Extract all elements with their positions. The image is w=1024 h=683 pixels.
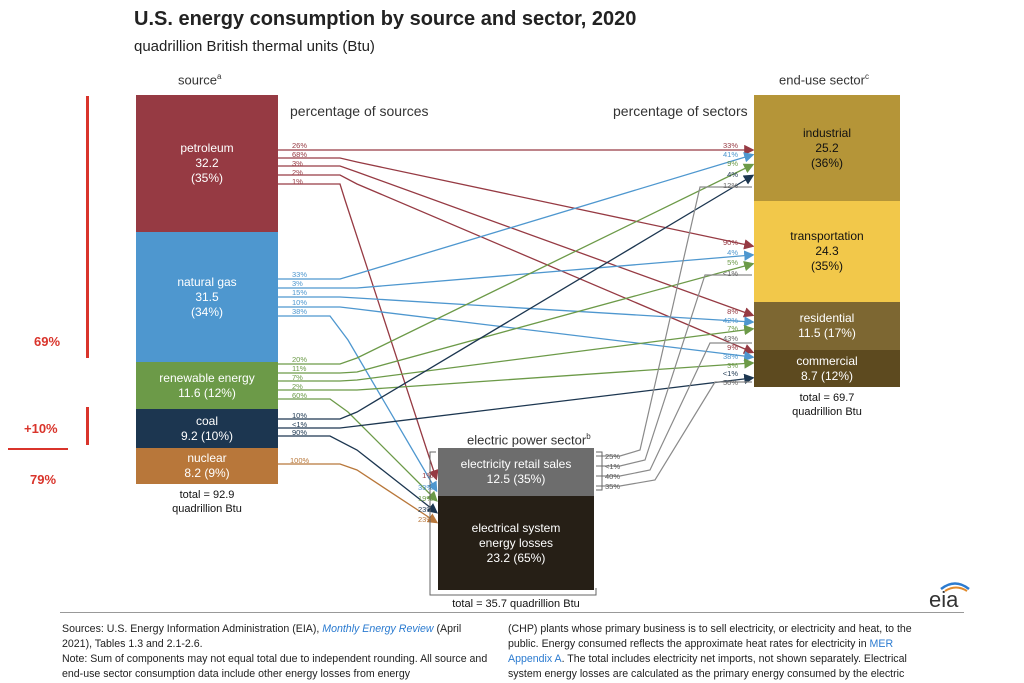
power-in-labels: 1% 33% 19% 23% 23% [418, 471, 433, 524]
sector-transportation: transportation 24.3 (35%) [754, 201, 900, 302]
flow-label: 33% [418, 483, 433, 492]
flow-label: <1% [292, 420, 308, 429]
power-retail-sales: electricity retail sales 12.5 (35%) [438, 448, 594, 496]
source-out-labels: 26% 68% 3% 2% 1% 33% 3% 15% 10% 38% 20% … [290, 141, 310, 465]
pct-sources-header: percentage of sources [290, 103, 429, 119]
retail-flows [596, 186, 752, 487]
flow-label: 90% [723, 238, 738, 247]
flow-label: 7% [727, 324, 738, 333]
flow-label: 38% [723, 352, 738, 361]
flow-label: <1% [723, 269, 739, 278]
sector-total: total = 69.7 quadrillion Btu [792, 392, 862, 418]
flow-label: 7% [292, 373, 303, 382]
flow-label: 41% [723, 150, 738, 159]
mer-link[interactable]: Monthly Energy Review [322, 623, 434, 635]
flow-label: <1% [605, 462, 621, 471]
flow-label: 23% [418, 505, 433, 514]
sector-industrial: industrial 25.2 (36%) [754, 95, 900, 201]
coal-flows [278, 174, 755, 514]
natural-gas-flows [278, 152, 755, 493]
mer-appendix-link[interactable]: MER Appendix A [508, 638, 894, 665]
retail-out-labels: 25% <1% 40% 35% [605, 452, 621, 491]
flow-label: 60% [292, 391, 307, 400]
flow-label: 8% [727, 307, 738, 316]
sector-residential: residential 11.5 (17%) [754, 302, 900, 350]
flow-label: 12% [723, 181, 738, 190]
flow-label: <1% [723, 369, 739, 378]
annotation-underline [8, 448, 68, 450]
annotation-bracket-69 [86, 96, 89, 358]
power-sector-header: electric power sectorb [467, 432, 591, 448]
flow-label: 33% [292, 270, 307, 279]
sector-in-labels: 33% 41% 9% 4% 12% 90% 4% 5% <1% 8% 42% 7… [723, 141, 739, 387]
flow-label: 90% [292, 428, 307, 437]
nuclear-flows [278, 463, 439, 524]
flow-label: 15% [292, 288, 307, 297]
flow-label: 4% [727, 248, 738, 257]
flow-label: 3% [292, 159, 303, 168]
flow-label: 68% [292, 150, 307, 159]
flow-label: 35% [605, 482, 620, 491]
flow-label: 11% [292, 364, 307, 373]
annotation-69: 69% [34, 334, 61, 349]
sector-commercial: commercial 8.7 (12%) [754, 350, 900, 387]
power-total: total = 35.7 quadrillion Btu [452, 598, 580, 610]
page-subtitle: quadrillion British thermal units (Btu) [134, 38, 375, 55]
footer-col-1: Sources: U.S. Energy Information Adminis… [62, 623, 488, 680]
petroleum-flows [278, 144, 755, 481]
flow-label: 23% [418, 515, 433, 524]
flow-label: 2% [292, 168, 303, 177]
flow-label: 50% [723, 378, 738, 387]
source-petroleum: petroleum 32.2 (35%) [136, 95, 278, 232]
power-losses: electrical system energy losses 23.2 (65%) [438, 496, 594, 590]
annotation-79: 79% [30, 472, 57, 487]
source-nuclear: nuclear 8.2 (9%) [136, 448, 278, 484]
flow-label: 4% [727, 170, 738, 179]
annotation-10: +10% [24, 421, 58, 436]
annotation-bracket-10 [86, 407, 89, 445]
source-total: total = 92.9 quadrillion Btu [172, 489, 242, 515]
logo-text: eia [929, 587, 959, 610]
flow-label: 1% [292, 177, 303, 186]
flow-label: 19% [418, 494, 433, 503]
source-header: sourcea [178, 72, 222, 88]
flow-label: 26% [292, 141, 307, 150]
flow-label: 40% [605, 472, 620, 481]
flow-label: 3% [292, 279, 303, 288]
flow-label: 42% [723, 316, 738, 325]
flow-label: 38% [292, 307, 307, 316]
flow-label: 9% [727, 343, 738, 352]
page-title: U.S. energy consumption by source and se… [134, 8, 637, 30]
flow-label: 3% [727, 361, 738, 370]
flow-label: 100% [290, 456, 310, 465]
flow-label: 1% [422, 471, 433, 480]
source-natural-gas: natural gas 31.5 (34%) [136, 232, 278, 362]
flow-label: 10% [292, 298, 307, 307]
flow-label: 10% [292, 411, 307, 420]
renewable-flows [278, 163, 755, 502]
flow-label: 5% [727, 258, 738, 267]
footer-divider [60, 612, 964, 613]
pct-sectors-header: percentage of sectors [613, 103, 748, 119]
footer-col-2: (CHP) plants whose primary business is t… [508, 623, 912, 680]
flow-label: 20% [292, 355, 307, 364]
eia-logo: eia [929, 582, 970, 610]
flow-label: 25% [605, 452, 620, 461]
flow-label: 33% [723, 141, 738, 150]
source-renewable: renewable energy 11.6 (12%) [136, 362, 278, 409]
flow-label: 2% [292, 382, 303, 391]
source-coal: coal 9.2 (10%) [136, 409, 278, 448]
end-use-header: end-use sectorc [779, 72, 869, 88]
flow-label: 43% [723, 334, 738, 343]
flow-label: 9% [727, 159, 738, 168]
